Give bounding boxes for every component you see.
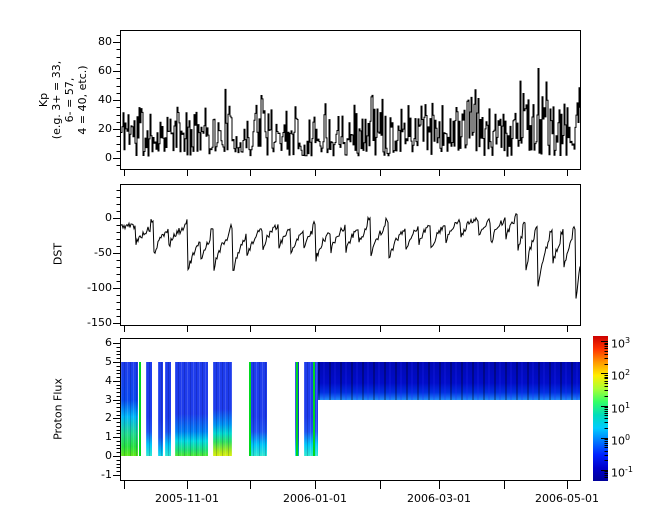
y-tick-label: 2: [105, 411, 112, 424]
x-tick-label: 2006-01-01: [283, 492, 347, 505]
y-tick-label: 0: [105, 151, 112, 164]
x-tick-label: 2006-05-01: [535, 492, 599, 505]
colorbar-tick-label: 10-1: [611, 464, 633, 480]
proton-flux-heatmap: [121, 362, 580, 456]
heatmap-green-line: [249, 362, 251, 456]
proton-flux-panel: [120, 338, 581, 481]
dst-series: [121, 213, 580, 299]
heatmap-stripe: [213, 362, 232, 456]
kp-panel: [120, 30, 581, 170]
heatmap-stripe: [175, 362, 208, 456]
colorbar-tick-label: 101: [611, 400, 631, 416]
y-tick-label: -150: [87, 316, 112, 329]
heatmap-stripe: [304, 362, 318, 456]
heatmap-green-line: [313, 362, 315, 456]
y-tick-label: -50: [94, 246, 112, 259]
y-tick-label: 80: [98, 35, 112, 48]
colorbar-tick-label: 100: [611, 432, 631, 448]
dst-panel: [120, 184, 581, 326]
y-tick-label: 40: [98, 93, 112, 106]
heatmap-stripe: [121, 362, 138, 456]
colorbar-tick-label: 102: [611, 367, 631, 383]
heatmap-stripe: [158, 362, 163, 456]
y-tick-label: 3: [105, 393, 112, 406]
colorbar: [593, 336, 608, 481]
heatmap-stripe: [165, 362, 171, 456]
y-tick-label: -100: [87, 281, 112, 294]
y-tick-label: 5: [105, 355, 112, 368]
heatmap-green-line: [296, 362, 298, 456]
y-tick-label: 0: [105, 449, 112, 462]
colorbar-tick-label: 103: [611, 335, 631, 351]
x-tick-label: 2005-11-01: [155, 492, 219, 505]
y-tick-label: 4: [105, 374, 112, 387]
dst-axis-label: DST: [51, 242, 65, 266]
heatmap-stripe: [146, 362, 152, 456]
heatmap-dark-band: [318, 362, 580, 400]
heatmap-stripe: [250, 362, 267, 456]
proton-flux-axis-label: Proton Flux: [51, 378, 65, 440]
x-tick-label: 2006-03-01: [407, 492, 471, 505]
y-tick-label: -1: [101, 468, 112, 481]
y-tick-label: 20: [98, 122, 112, 135]
y-tick-label: 1: [105, 430, 112, 443]
kp-series: [121, 68, 580, 157]
y-tick-label: 6: [105, 336, 112, 349]
y-tick-label: 60: [98, 64, 112, 77]
heatmap-green-line: [139, 362, 141, 456]
y-tick-label: 0: [105, 211, 112, 224]
